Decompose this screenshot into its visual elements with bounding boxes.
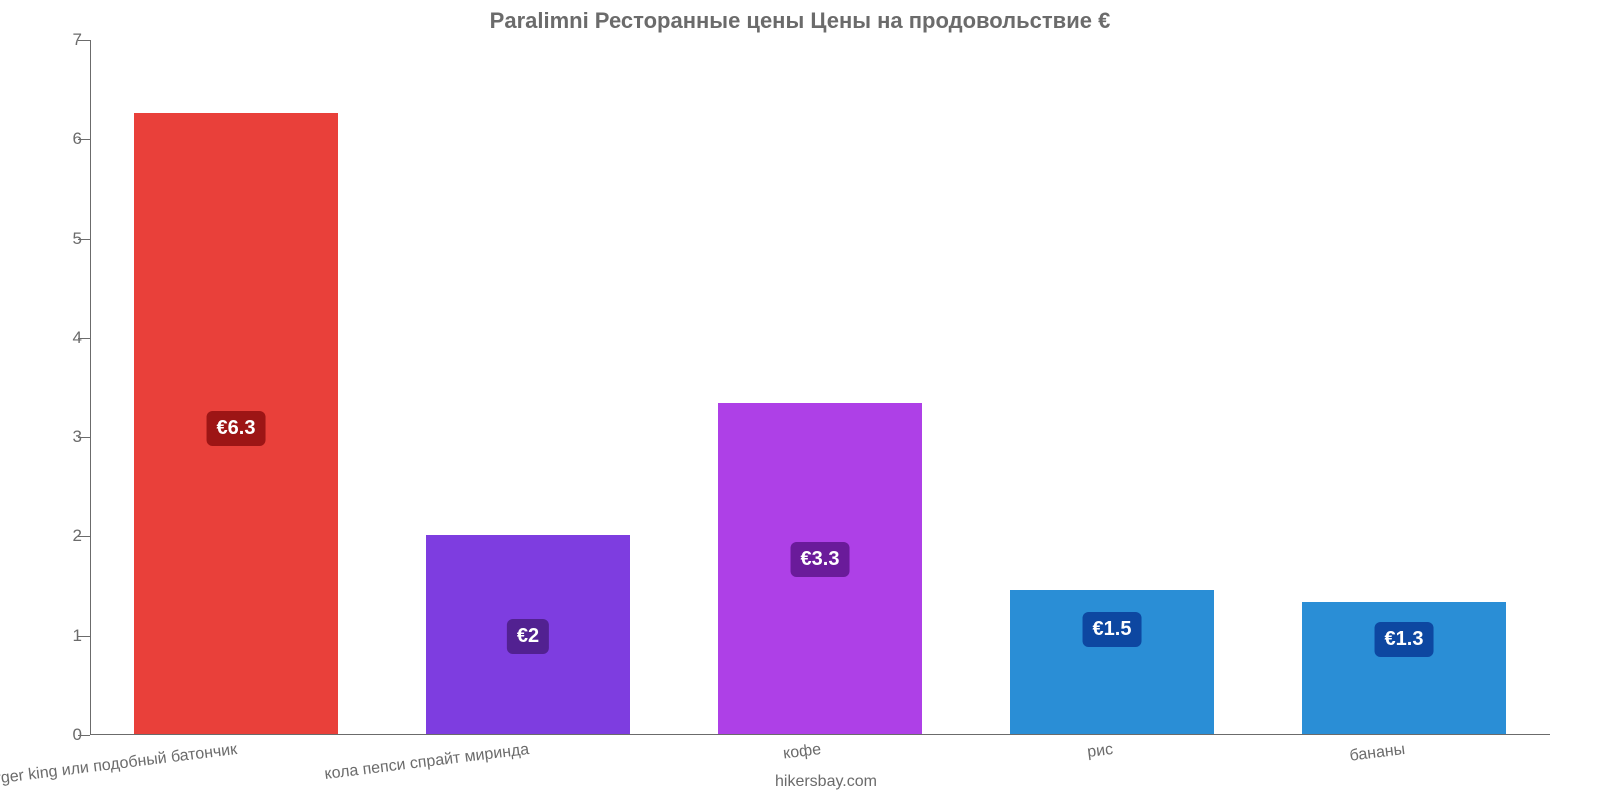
x-axis-line — [90, 734, 1550, 735]
bar: €1.5 — [1010, 590, 1214, 734]
y-tick-label: 0 — [48, 725, 82, 745]
bar: €6.3 — [134, 113, 338, 734]
y-tick-label: 3 — [48, 427, 82, 447]
bar: €3.3 — [718, 403, 922, 734]
chart-title: Paralimni Ресторанные цены Цены на продо… — [0, 0, 1600, 34]
bar-value-label: €3.3 — [791, 542, 850, 577]
bar-value-label: €6.3 — [207, 411, 266, 446]
y-tick-label: 7 — [48, 30, 82, 50]
y-tick-label: 4 — [48, 328, 82, 348]
y-axis-line — [90, 40, 91, 735]
bar: €1.3 — [1302, 602, 1506, 734]
y-tick-label: 1 — [48, 626, 82, 646]
y-tick-label: 5 — [48, 229, 82, 249]
chart-plot-area: 01234567€6.3mac burger king или подобный… — [90, 40, 1550, 735]
y-tick-label: 6 — [48, 129, 82, 149]
attribution-text: hikersbay.com — [775, 773, 877, 791]
bar-value-label: €2 — [507, 619, 549, 654]
bar-value-label: €1.5 — [1083, 612, 1142, 647]
y-tick-label: 2 — [48, 526, 82, 546]
bar-value-label: €1.3 — [1375, 622, 1434, 657]
bar: €2 — [426, 535, 630, 734]
